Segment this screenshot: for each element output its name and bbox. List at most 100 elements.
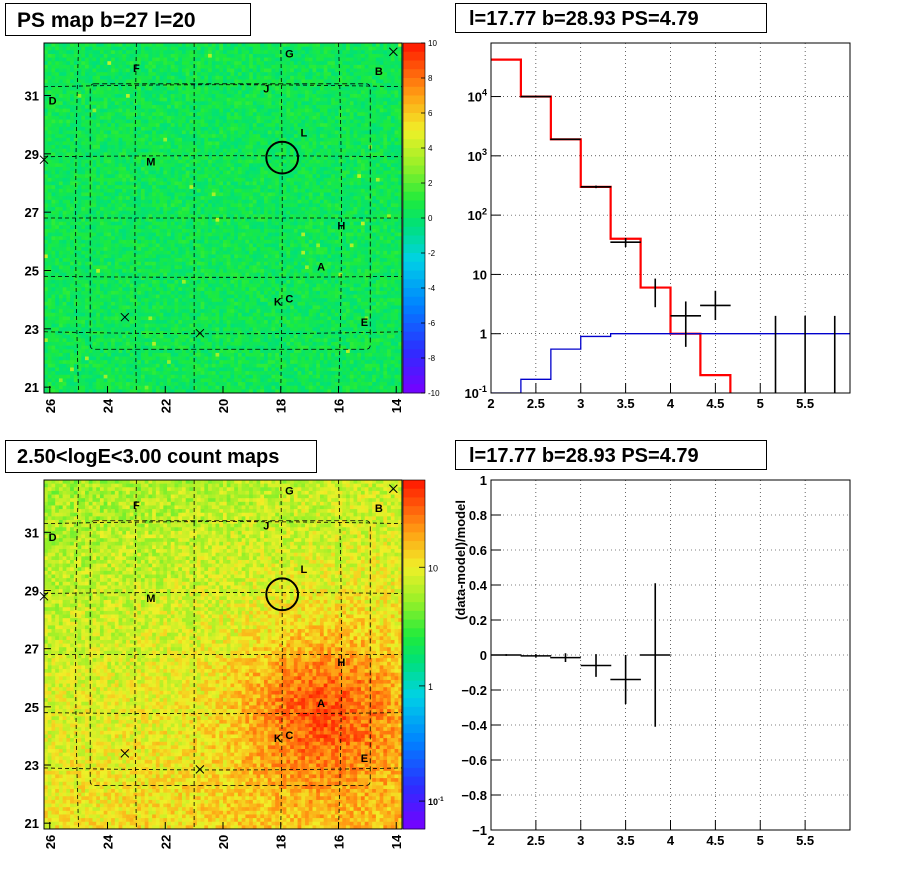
map-cell [230,276,235,281]
map-cell [62,97,67,102]
map-cell [77,378,82,383]
map-cell [140,290,146,295]
map-cell [211,46,216,51]
map-cell [99,338,105,343]
map-cell [167,385,172,390]
map-cell [196,258,202,263]
map-cell [133,265,138,270]
map-cell [58,283,64,288]
map-cell [133,53,138,58]
map-cell [163,145,168,150]
map-cell [167,352,172,357]
map-cell [226,294,231,299]
map-cell [215,250,220,255]
map-cell [129,115,134,120]
map-cell [223,75,228,80]
map-cell [81,236,86,241]
map-cell [189,250,194,255]
map-cell [178,367,183,372]
map-cell [88,86,93,91]
map-cell [114,269,119,274]
map-cell [223,163,228,168]
map-cell [196,207,202,212]
map-cell [44,145,49,150]
map-cell [223,385,228,390]
map-cell [170,97,175,102]
map-cell [234,130,239,135]
map-cell [70,126,75,131]
map-cell [196,294,202,299]
map-cell [62,243,67,248]
map-cell [178,239,183,244]
map-cell [44,72,49,77]
map-cell [174,382,179,387]
map-cell [215,177,220,182]
map-cell [129,323,134,328]
map-cell [226,371,231,376]
map-cell [208,188,213,193]
map-cell [81,378,86,383]
map-cell [51,163,56,168]
map-cell [44,203,49,208]
map-cell [230,250,235,255]
map-cell [144,228,149,233]
map-cell [51,199,56,204]
map-cell [159,331,164,336]
map-cell [159,126,164,131]
map-cell [208,61,213,66]
map-cell [47,349,52,354]
map-cell [114,152,119,157]
map-cell [44,382,49,387]
map-cell [189,334,194,339]
map-cell [55,64,60,69]
map-cell [114,177,119,182]
map-cell [170,305,175,310]
map-cell [96,312,101,317]
map-cell [99,287,105,292]
map-cell [144,90,149,95]
map-cell [114,199,119,204]
map-cell [226,261,231,266]
map-cell [167,108,172,113]
map-cell [148,104,153,110]
map-cell [70,112,75,117]
map-cell [70,141,75,146]
map-cell [155,279,161,285]
map-cell [215,86,220,91]
map-cell [70,276,75,281]
map-cell [200,360,205,365]
map-cell [211,174,216,179]
map-cell [103,214,108,219]
map-cell [51,134,56,139]
map-cell [200,185,205,190]
map-cell [107,356,112,361]
map-cell [167,170,172,175]
map-cell [219,210,224,215]
map-cell [230,188,235,193]
map-cell [70,181,75,186]
map-cell [96,276,101,281]
map-cell [103,261,108,266]
map-cell [85,181,90,186]
map-cell [66,279,71,285]
map-cell [181,312,187,317]
map-cell [96,192,101,197]
map-cell [170,265,175,270]
map-cell [152,53,157,58]
map-cell [96,371,101,376]
map-cell [114,112,119,117]
map-cell [118,320,123,325]
map-cell [85,72,90,77]
map-cell [133,225,138,230]
map-cell [103,79,108,84]
map-cell [114,57,119,62]
map-cell [178,254,183,259]
map-cell [204,239,209,244]
map-cell [215,247,220,252]
map-cell [111,137,116,142]
map-cell [189,119,194,124]
map-cell [111,104,116,110]
map-cell [103,188,108,193]
map-cell [200,61,205,66]
map-cell [103,185,108,190]
